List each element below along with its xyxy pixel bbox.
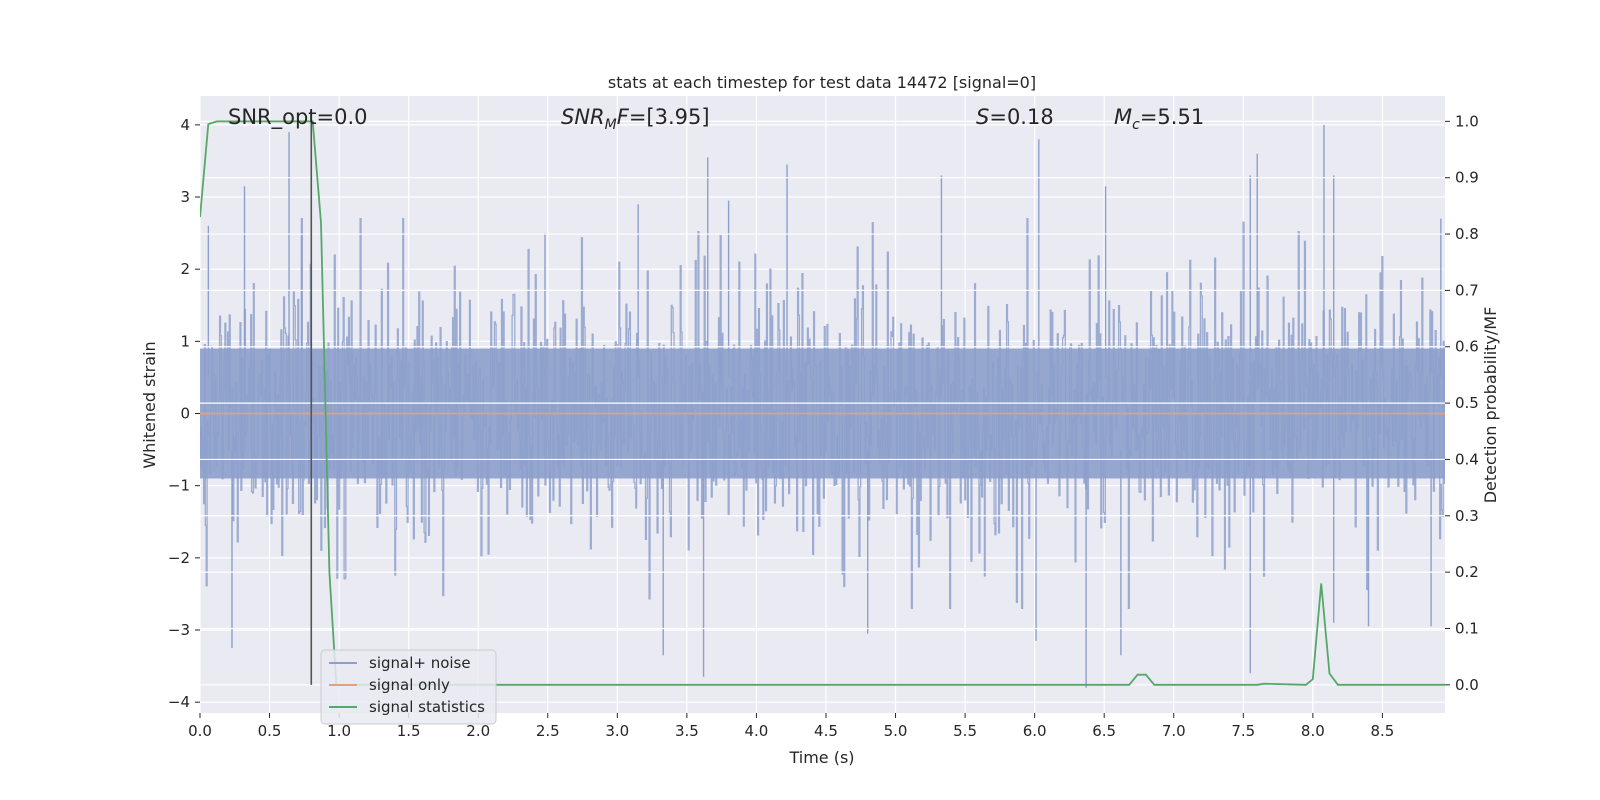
annotation-snr-mf-mid: F bbox=[617, 105, 630, 129]
y2-tick-label-8: 0.2 bbox=[1455, 563, 1479, 581]
y2-tick-label-3: 0.7 bbox=[1455, 281, 1479, 299]
annotation-s: S=0.18 bbox=[976, 105, 1054, 129]
annotation-snr-mf: SNRMF=[3.95] bbox=[561, 105, 710, 133]
x-tick-label-15: 7.5 bbox=[1231, 722, 1255, 740]
y2-tick-label-1: 0.9 bbox=[1455, 169, 1479, 187]
x-axis-ticks: 0.0 0.5 1.0 1.5 2.0 2.5 3.0 3.5 4.0 4.5 5.0 5.5 6.0 6… bbox=[188, 713, 1394, 740]
x-tick-label-5: 2.5 bbox=[536, 722, 560, 740]
x-axis-label: Time (s) bbox=[788, 748, 854, 767]
y-tick-label-1: 3 bbox=[180, 188, 190, 206]
x-tick-label-11: 5.5 bbox=[953, 722, 977, 740]
legend-label-signal-only: signal only bbox=[369, 676, 450, 694]
annotation-mc: Mc=5.51 bbox=[1114, 105, 1204, 133]
y2-axis-ticks: 1.0 0.9 0.8 0.7 0.6 0.5 0.4 0.3 0.2 0.1 0.0 bbox=[1445, 112, 1479, 694]
y-axis-ticks: 4 3 2 1 0 −1 −2 −3 −4 bbox=[168, 116, 200, 711]
legend-box bbox=[320, 649, 497, 725]
x-tick-label-17: 8.5 bbox=[1370, 722, 1394, 740]
x-tick-label-4: 2.0 bbox=[466, 722, 490, 740]
x-tick-label-8: 4.0 bbox=[744, 722, 768, 740]
annotation-mc-symbol: M bbox=[1114, 105, 1132, 129]
x-tick-label-10: 5.0 bbox=[884, 722, 908, 740]
y2-tick-label-2: 0.8 bbox=[1455, 225, 1479, 243]
y-tick-label-5: −1 bbox=[168, 477, 190, 495]
legend: signal+ noise signal only signal statist… bbox=[320, 649, 497, 725]
x-tick-label-7: 3.5 bbox=[675, 722, 699, 740]
annotation-snr-opt: SNR_opt=0.0 bbox=[228, 105, 368, 130]
x-tick-label-9: 4.5 bbox=[814, 722, 838, 740]
annotation-mc-value: =5.51 bbox=[1140, 105, 1204, 129]
x-tick-label-13: 6.5 bbox=[1092, 722, 1116, 740]
y-tick-label-7: −3 bbox=[168, 621, 190, 639]
y-tick-label-2: 2 bbox=[180, 260, 190, 278]
y-tick-label-6: −2 bbox=[168, 549, 190, 567]
annotation-snr-mf-prefix: SNR bbox=[561, 105, 605, 129]
y2-tick-label-10: 0.0 bbox=[1455, 676, 1479, 694]
legend-label-signal-statistics: signal statistics bbox=[369, 698, 485, 716]
annotation-snr-mf-value: =[3.95] bbox=[629, 105, 710, 129]
x-tick-label-12: 6.0 bbox=[1023, 722, 1047, 740]
x-tick-label-1: 0.5 bbox=[258, 722, 282, 740]
y-tick-label-3: 1 bbox=[180, 332, 190, 350]
y-axis-label: Whitened strain bbox=[140, 341, 159, 468]
annotation-snr-mf-sub: M bbox=[605, 117, 617, 133]
x-tick-label-0: 0.0 bbox=[188, 722, 212, 740]
y2-tick-label-4: 0.6 bbox=[1455, 338, 1479, 356]
y2-tick-label-9: 0.1 bbox=[1455, 619, 1479, 637]
x-tick-label-14: 7.0 bbox=[1162, 722, 1186, 740]
y2-tick-label-7: 0.3 bbox=[1455, 507, 1479, 525]
series-signal-statistics bbox=[200, 120, 1445, 686]
y2-tick-label-0: 1.0 bbox=[1455, 112, 1479, 130]
y2-tick-label-6: 0.4 bbox=[1455, 450, 1479, 468]
x-tick-label-3: 1.5 bbox=[397, 722, 421, 740]
y2-axis-label: Detection probability/MF bbox=[1481, 307, 1500, 504]
chart-title: stats at each timestep for test data 144… bbox=[608, 73, 1036, 92]
annotation-s-symbol: S bbox=[976, 105, 989, 129]
x-tick-label-6: 3.0 bbox=[605, 722, 629, 740]
x-tick-label-16: 8.0 bbox=[1301, 722, 1325, 740]
y-tick-label-8: −4 bbox=[168, 693, 190, 711]
annotation-s-value: =0.18 bbox=[989, 105, 1053, 129]
annotation-mc-sub: c bbox=[1132, 117, 1140, 133]
y-tick-label-4: 0 bbox=[180, 405, 190, 423]
x-tick-label-2: 1.0 bbox=[327, 722, 351, 740]
y-tick-label-0: 4 bbox=[180, 116, 190, 134]
legend-label-signal-plus-noise: signal+ noise bbox=[369, 654, 471, 672]
y2-tick-label-5: 0.5 bbox=[1455, 394, 1479, 412]
